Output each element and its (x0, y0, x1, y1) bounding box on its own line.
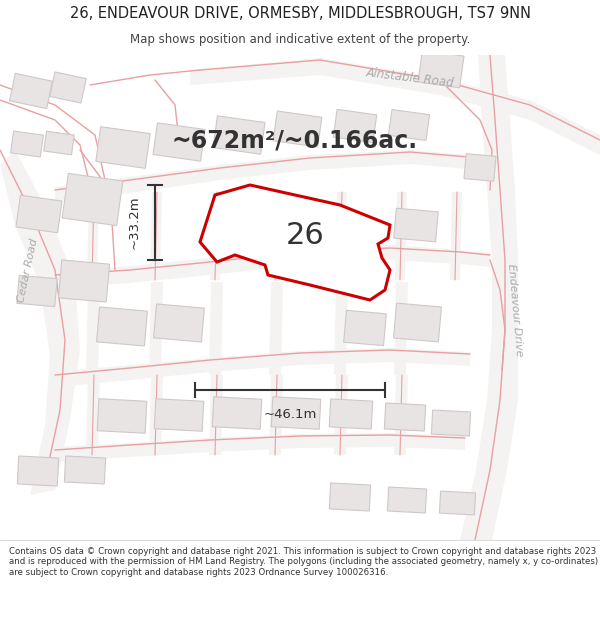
Polygon shape (87, 192, 99, 280)
Polygon shape (17, 456, 59, 486)
Text: Ainstable Road: Ainstable Road (365, 66, 455, 90)
Polygon shape (16, 195, 62, 232)
Polygon shape (190, 58, 600, 155)
Polygon shape (64, 456, 106, 484)
Polygon shape (269, 282, 283, 375)
Text: Contains OS data © Crown copyright and database right 2021. This information is : Contains OS data © Crown copyright and d… (9, 547, 598, 577)
Polygon shape (209, 375, 223, 455)
Polygon shape (273, 111, 322, 147)
Polygon shape (50, 72, 86, 103)
Polygon shape (11, 131, 43, 157)
Polygon shape (10, 73, 52, 109)
Polygon shape (153, 123, 205, 161)
Polygon shape (55, 150, 480, 202)
Polygon shape (55, 348, 470, 387)
Polygon shape (464, 154, 496, 181)
Polygon shape (86, 375, 100, 455)
Polygon shape (431, 410, 470, 436)
Polygon shape (394, 208, 438, 242)
Polygon shape (329, 483, 371, 511)
Polygon shape (334, 282, 348, 375)
Polygon shape (44, 131, 74, 155)
Polygon shape (200, 185, 390, 300)
Polygon shape (385, 403, 425, 431)
Polygon shape (335, 192, 347, 280)
Polygon shape (154, 399, 204, 431)
Polygon shape (210, 192, 222, 280)
Text: Endeavour Drive: Endeavour Drive (506, 263, 524, 357)
Polygon shape (97, 307, 148, 346)
Polygon shape (86, 282, 100, 375)
Text: 26: 26 (286, 221, 325, 249)
Polygon shape (0, 150, 80, 495)
Text: Map shows position and indicative extent of the property.: Map shows position and indicative extent… (130, 33, 470, 46)
Polygon shape (418, 50, 464, 88)
Polygon shape (395, 192, 407, 280)
Text: 26, ENDEAVOUR DRIVE, ORMESBY, MIDDLESBROUGH, TS7 9NN: 26, ENDEAVOUR DRIVE, ORMESBY, MIDDLESBRO… (70, 6, 530, 21)
Polygon shape (55, 433, 465, 462)
Polygon shape (17, 276, 57, 307)
Polygon shape (394, 303, 442, 342)
Polygon shape (212, 397, 262, 429)
Polygon shape (96, 127, 150, 168)
Polygon shape (394, 282, 408, 375)
Polygon shape (394, 375, 408, 455)
Text: Cedar Road: Cedar Road (16, 237, 40, 303)
Polygon shape (460, 55, 518, 540)
Polygon shape (150, 192, 162, 280)
Polygon shape (329, 399, 373, 429)
Polygon shape (450, 192, 462, 280)
Polygon shape (149, 375, 163, 455)
Polygon shape (333, 109, 377, 142)
Polygon shape (270, 192, 282, 280)
Text: ~33.2m: ~33.2m (128, 196, 141, 249)
Text: ~46.1m: ~46.1m (263, 408, 317, 421)
Polygon shape (213, 116, 265, 154)
Polygon shape (154, 304, 205, 342)
Polygon shape (388, 487, 427, 513)
Text: ~672m²/~0.166ac.: ~672m²/~0.166ac. (172, 128, 418, 152)
Polygon shape (58, 260, 110, 302)
Polygon shape (209, 282, 223, 375)
Polygon shape (149, 282, 163, 375)
Polygon shape (271, 397, 321, 429)
Polygon shape (344, 311, 386, 346)
Polygon shape (388, 109, 430, 141)
Polygon shape (334, 375, 348, 455)
Polygon shape (97, 399, 147, 433)
Polygon shape (55, 245, 490, 288)
Polygon shape (439, 491, 476, 515)
Polygon shape (269, 375, 283, 455)
Polygon shape (62, 173, 123, 226)
